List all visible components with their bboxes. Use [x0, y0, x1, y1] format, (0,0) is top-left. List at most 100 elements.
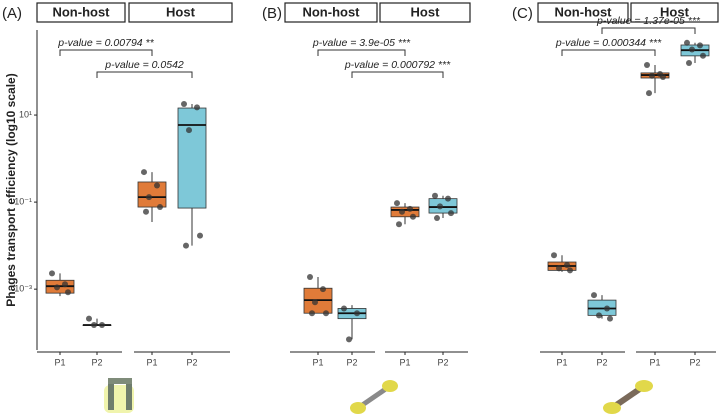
- point: [323, 310, 329, 317]
- point: [604, 305, 610, 312]
- point: [197, 232, 203, 239]
- point: [649, 72, 655, 79]
- point: [154, 182, 160, 189]
- x-tick-label: P2: [689, 357, 700, 367]
- point: [689, 46, 695, 53]
- panel-label: (A): [2, 5, 22, 22]
- point: [320, 286, 326, 293]
- icon-b: [350, 380, 398, 414]
- x-tick-label: P2: [437, 357, 448, 367]
- box: [137, 181, 167, 208]
- panel-label: (C): [512, 5, 533, 22]
- point: [54, 284, 60, 291]
- x-tick-label: P1: [556, 357, 567, 367]
- p-value-annotation: p-value = 0.000792 ***: [344, 59, 451, 71]
- point: [445, 195, 451, 202]
- point: [309, 310, 315, 317]
- point: [157, 204, 163, 211]
- strip: [128, 2, 233, 23]
- strip: [630, 2, 719, 23]
- bracket: [351, 71, 444, 78]
- point: [186, 127, 192, 134]
- strip-label: Non-host: [52, 4, 110, 19]
- box: [177, 107, 207, 209]
- point: [437, 203, 443, 210]
- point: [341, 305, 347, 312]
- bracket: [561, 49, 656, 56]
- point: [596, 312, 602, 319]
- panel-label: (B): [262, 5, 282, 22]
- p-value-annotation: p-value = 3.9e-05 ***: [312, 37, 411, 49]
- point: [432, 192, 438, 199]
- point: [700, 52, 706, 59]
- icon-a: [104, 378, 134, 413]
- bracket: [601, 27, 696, 34]
- p-value-annotation: p-value = 0.00794 **: [57, 37, 154, 49]
- point: [183, 242, 189, 249]
- strip: [284, 2, 378, 23]
- p-value-annotation: p-value = 0.0542: [104, 59, 184, 71]
- point: [434, 215, 440, 222]
- bracket: [59, 49, 153, 56]
- point: [143, 208, 149, 215]
- x-tick-label: P2: [596, 357, 607, 367]
- p-value-annotation: p-value = 1.37e-05 ***: [596, 15, 701, 27]
- point: [307, 274, 313, 281]
- x-tick-label: P2: [91, 357, 102, 367]
- point: [644, 62, 650, 69]
- x-tick-label: P1: [146, 357, 157, 367]
- p-value-annotation: p-value = 0.000344 ***: [555, 37, 662, 49]
- strip: [379, 2, 471, 23]
- y-tick-label: 10⁻³: [14, 284, 32, 294]
- point: [607, 315, 613, 322]
- point: [591, 292, 597, 299]
- strip-label: Non-host: [554, 4, 612, 19]
- y-axis-label: Phages transport efficiency (log10 scale…: [4, 73, 18, 306]
- point: [551, 252, 557, 259]
- strip: [36, 2, 126, 23]
- point: [146, 194, 152, 201]
- point: [567, 267, 573, 274]
- box: [390, 206, 420, 218]
- point: [312, 299, 318, 306]
- box: [428, 198, 458, 214]
- point: [564, 261, 570, 268]
- point: [684, 39, 690, 46]
- bracket: [317, 49, 406, 56]
- point: [99, 322, 105, 329]
- strip-label: Host: [660, 4, 690, 19]
- x-tick-label: P1: [312, 357, 323, 367]
- point: [91, 322, 97, 329]
- point: [660, 73, 666, 80]
- x-tick-label: P2: [346, 357, 357, 367]
- point: [697, 42, 703, 49]
- point: [394, 200, 400, 207]
- icon-c: [603, 380, 653, 414]
- y-tick-label: 10¹: [19, 109, 32, 119]
- point: [65, 289, 71, 296]
- point: [354, 310, 360, 317]
- strip-label: Host: [166, 4, 196, 19]
- x-tick-label: P1: [54, 357, 65, 367]
- x-tick-label: P1: [649, 357, 660, 367]
- point: [407, 205, 413, 212]
- point: [49, 270, 55, 277]
- point: [396, 221, 402, 228]
- point: [194, 104, 200, 111]
- point: [86, 315, 92, 322]
- point: [448, 210, 454, 217]
- point: [62, 281, 68, 288]
- x-tick-label: P2: [186, 357, 197, 367]
- point: [181, 100, 187, 107]
- point: [686, 60, 692, 67]
- point: [141, 169, 147, 176]
- point: [410, 213, 416, 220]
- x-tick-label: P1: [399, 357, 410, 367]
- point: [346, 336, 352, 343]
- point: [646, 90, 652, 97]
- bracket: [96, 71, 193, 78]
- y-tick-label: 10⁻¹: [14, 196, 32, 206]
- strip-label: Non-host: [302, 4, 360, 19]
- point: [556, 265, 562, 272]
